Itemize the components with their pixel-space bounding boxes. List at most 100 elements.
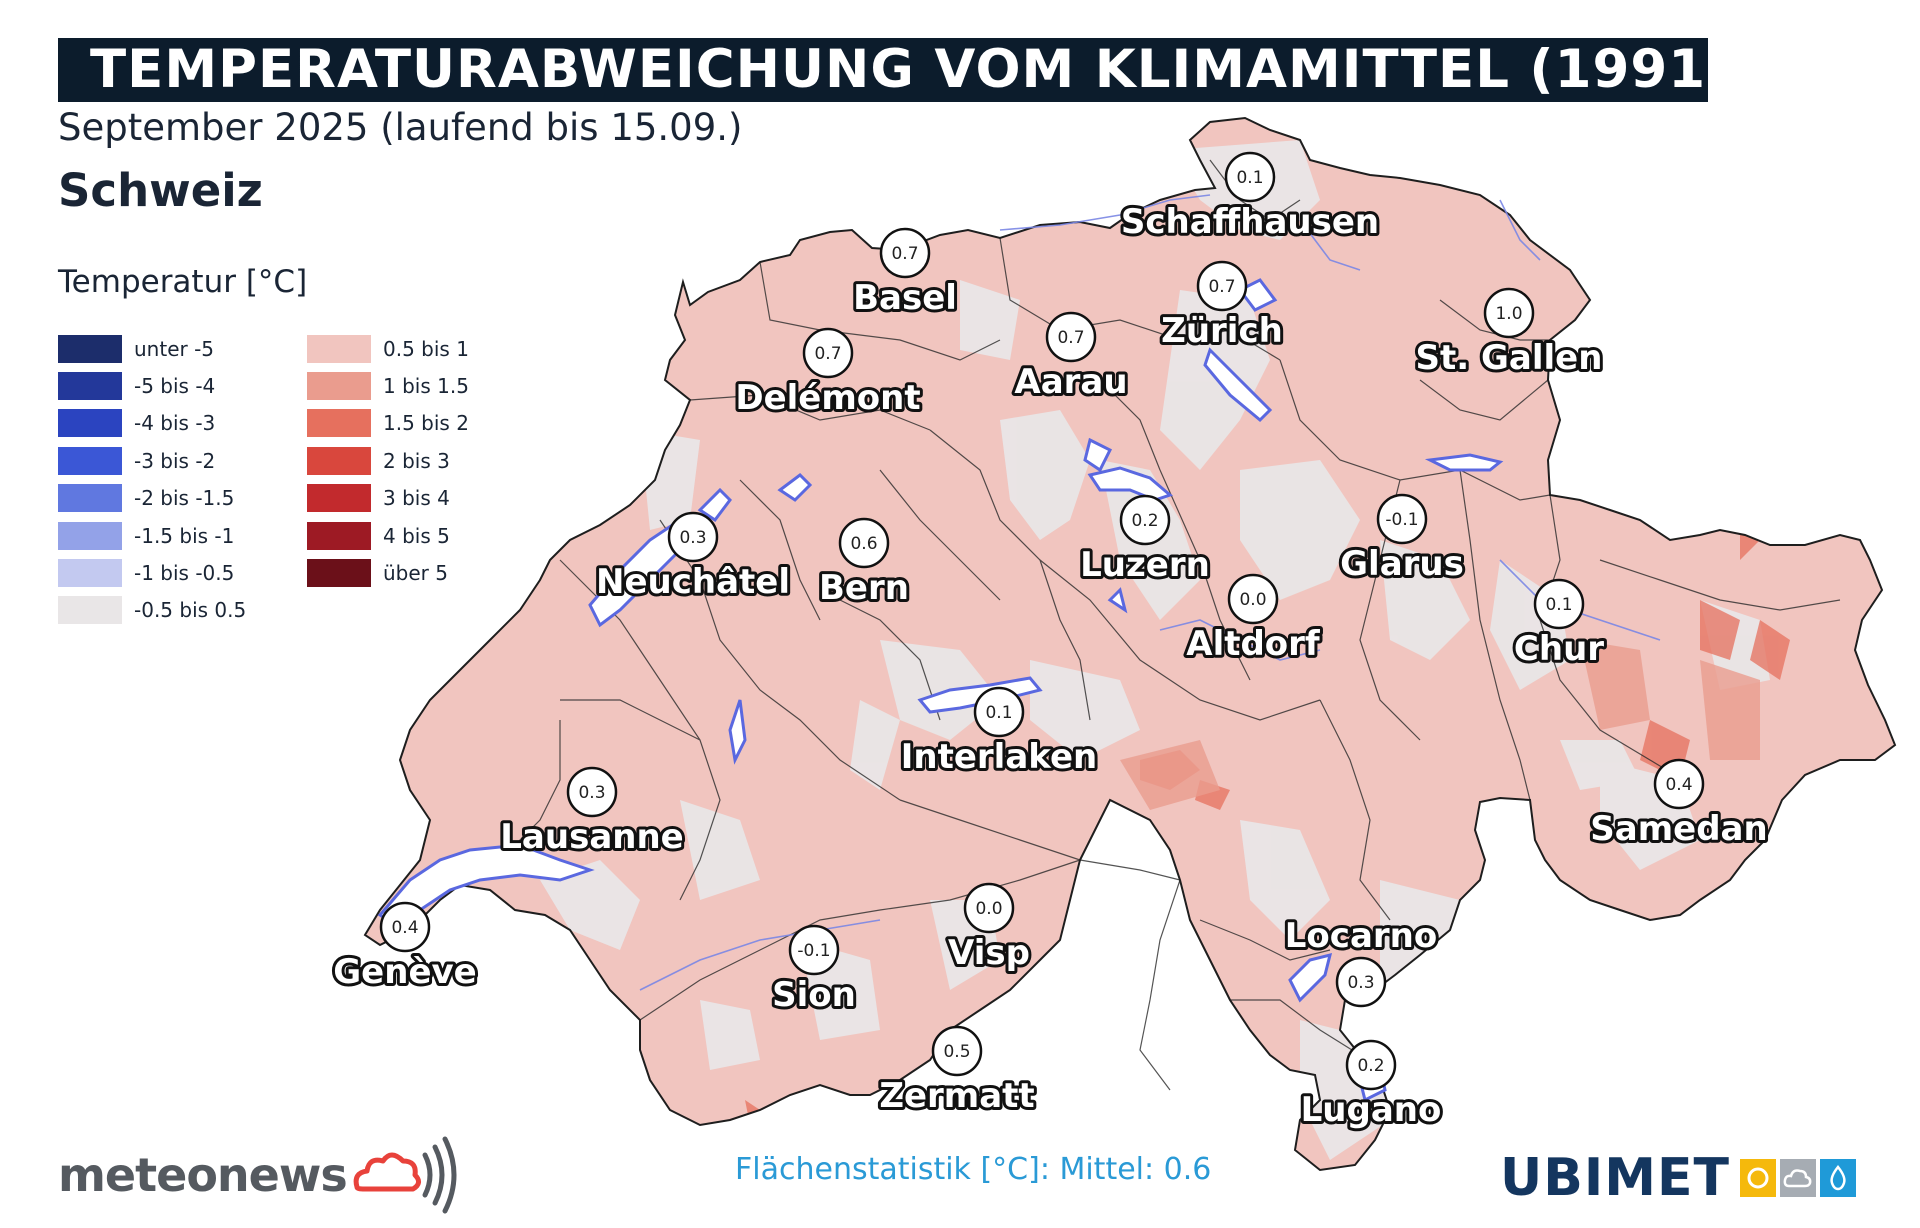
legend-label: 3 bis 4 — [383, 486, 450, 511]
city-label: Neuchâtel — [596, 562, 790, 602]
legend-label: -4 bis -3 — [134, 411, 216, 436]
station-circle — [838, 517, 890, 569]
station-marker: 0.2 Luzern — [1077, 494, 1213, 588]
station-marker: 0.6 Bern — [816, 517, 912, 611]
legend-swatch — [307, 521, 371, 550]
station-value: 0.7 — [1057, 328, 1084, 348]
legend-item: 1 bis 1.5 — [307, 367, 469, 404]
legend-swatch — [58, 596, 122, 625]
station-marker: 0.7 Zürich — [1158, 260, 1286, 354]
legend-label: 4 bis 5 — [383, 523, 450, 548]
legend-swatch — [58, 334, 122, 363]
city-label: St. Gallen — [1416, 338, 1603, 378]
city-label: Interlaken — [901, 737, 1098, 777]
ubimet-logo-text: UBIMET — [1500, 1148, 1730, 1208]
legend-label: 2 bis 3 — [383, 448, 450, 473]
station-circle — [802, 327, 854, 379]
station-circle — [879, 227, 931, 279]
station-circle — [1653, 758, 1705, 810]
station-circle — [566, 766, 618, 818]
legend-label: -5 bis -4 — [134, 374, 216, 399]
station-circle — [788, 924, 840, 976]
station-circle — [667, 511, 719, 563]
drop-icon — [1819, 1159, 1856, 1197]
ubimet-logo: UBIMET — [1500, 1148, 1856, 1208]
station-marker: 0.2 Lugano — [1298, 1039, 1444, 1133]
station-value: 0.3 — [679, 528, 706, 548]
station-circle — [1533, 578, 1585, 630]
meteonews-logo: meteonews — [58, 1136, 459, 1214]
legend-title: Temperatur [°C] — [58, 264, 308, 300]
station-marker: 0.0 Altdorf — [1183, 573, 1324, 667]
legend-swatch — [58, 559, 122, 588]
station-marker: -0.1 Sion — [769, 924, 859, 1018]
city-label: Altdorf — [1186, 624, 1321, 664]
station-circle — [973, 686, 1025, 738]
station-marker: 0.7 Delémont — [732, 327, 924, 421]
city-label: Delémont — [735, 378, 920, 418]
legend-item: 4 bis 5 — [307, 517, 469, 554]
station-value: 0.3 — [1347, 973, 1374, 993]
city-label: Sion — [772, 975, 856, 1015]
city-label: Samedan — [1590, 809, 1767, 849]
area-statistic: Flächenstatistik [°C]: Mittel: 0.6 — [735, 1152, 1212, 1187]
station-marker: 0.3 Lausanne — [497, 766, 687, 860]
station-circle — [1045, 311, 1097, 363]
station-value: 0.6 — [850, 534, 877, 554]
station-value: 0.2 — [1131, 511, 1158, 531]
station-marker: 0.4 Genève — [330, 901, 480, 995]
station-marker: 0.7 Basel — [850, 227, 960, 321]
legend-label: 1.5 bis 2 — [383, 411, 469, 436]
city-label: Lausanne — [500, 817, 683, 857]
legend-item: 2 bis 3 — [307, 442, 469, 479]
station-value: 0.1 — [1545, 595, 1572, 615]
station-value: 0.4 — [391, 918, 418, 938]
legend-swatch — [307, 446, 371, 475]
station-value: 0.7 — [891, 244, 918, 264]
station-value: 0.5 — [943, 1042, 970, 1062]
city-label: Lugano — [1301, 1090, 1442, 1130]
legend-swatch — [58, 409, 122, 438]
meteonews-logo-text: meteonews — [58, 1148, 348, 1202]
legend-column-cold: unter -5 -5 bis -4 -4 bis -3 -3 bis -2 -… — [58, 330, 246, 629]
station-marker: 0.1 Schaffhausen — [1118, 151, 1382, 245]
station-circle — [1376, 493, 1428, 545]
station-value: 0.1 — [985, 703, 1012, 723]
legend-swatch — [307, 484, 371, 513]
station-value: -0.1 — [1385, 510, 1418, 530]
legend-label: 0.5 bis 1 — [383, 336, 469, 361]
station-circle — [1227, 573, 1279, 625]
legend-item: -1 bis -0.5 — [58, 554, 246, 591]
legend-item: -4 bis -3 — [58, 405, 246, 442]
station-marker: 0.7 Aarau — [1011, 311, 1131, 405]
station-value: -0.1 — [797, 941, 830, 961]
city-label: Bern — [819, 568, 909, 608]
city-label: Aarau — [1014, 362, 1127, 402]
station-circle — [1196, 260, 1248, 312]
city-label: Schaffhausen — [1121, 202, 1379, 242]
station-circle — [963, 882, 1015, 934]
station-marker: 0.5 Zermatt — [876, 1025, 1038, 1119]
legend-label: -3 bis -2 — [134, 448, 216, 473]
city-label: Glarus — [1340, 544, 1464, 584]
station-value: 0.0 — [1239, 590, 1266, 610]
legend-label: über 5 — [383, 561, 448, 586]
legend-swatch — [58, 446, 122, 475]
station-value: 0.0 — [975, 899, 1002, 919]
station-value: 0.7 — [1208, 277, 1235, 297]
station-marker: -0.1 Glarus — [1337, 493, 1467, 587]
legend-item: -2 bis -1.5 — [58, 480, 246, 517]
legend-swatch — [307, 409, 371, 438]
city-label: Luzern — [1080, 545, 1210, 585]
city-label: Locarno — [1285, 916, 1437, 956]
page-title: TEMPERATURABWEICHUNG VOM KLIMAMITTEL (19… — [58, 38, 1905, 102]
station-circle — [1335, 956, 1387, 1008]
legend-label: 1 bis 1.5 — [383, 374, 469, 399]
station-value: 0.1 — [1236, 168, 1263, 188]
station-circle — [379, 901, 431, 953]
legend-item: unter -5 — [58, 330, 246, 367]
station-circle — [1119, 494, 1171, 546]
legend-swatch — [58, 372, 122, 401]
legend-item: -0.5 bis 0.5 — [58, 592, 246, 629]
